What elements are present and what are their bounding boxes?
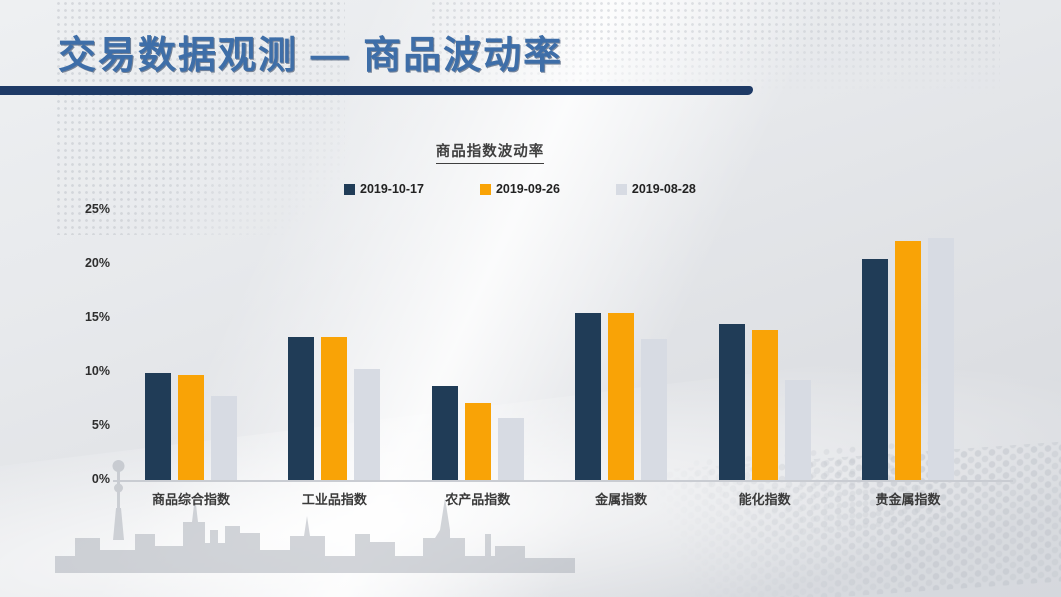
y-tick-label: 15% — [84, 310, 110, 324]
bar-能化指数-2019-10-17 — [718, 324, 745, 480]
bar-贵金属指数-2019-08-28 — [928, 238, 954, 480]
bar-贵金属指数-2019-09-26 — [895, 241, 921, 480]
x-category-label: 金属指数 — [595, 492, 648, 507]
legend-swatch — [615, 183, 627, 195]
page-title: 交易数据观测 — 商品波动率 — [58, 35, 564, 77]
bar-工业品指数-2019-08-28 — [354, 368, 381, 480]
x-axis-line — [113, 480, 1013, 482]
y-tick-label: 0% — [91, 472, 110, 486]
chart-title: 商品指数波动率 — [340, 140, 640, 164]
bar-金属指数-2019-09-26 — [608, 312, 635, 480]
legend-label: 2019-08-28 — [631, 182, 696, 196]
y-tick-label: 10% — [84, 364, 110, 378]
bar-工业品指数-2019-09-26 — [321, 337, 348, 480]
bar-农产品指数-2019-09-26 — [464, 403, 491, 480]
chart-legend: 2019-10-17 2019-09-26 2019-08-28 — [344, 182, 696, 196]
bar-商品综合指数-2019-09-26 — [178, 375, 204, 480]
legend-swatch — [479, 183, 491, 195]
bar-能化指数-2019-08-28 — [784, 379, 811, 480]
bar-商品综合指数-2019-08-28 — [211, 395, 237, 480]
x-category-label: 商品综合指数 — [151, 492, 230, 507]
x-category-label: 贵金属指数 — [875, 492, 941, 507]
y-tick-label: 20% — [84, 256, 110, 270]
bar-金属指数-2019-08-28 — [641, 338, 668, 480]
legend-swatch — [344, 183, 355, 195]
bar-农产品指数-2019-08-28 — [497, 418, 524, 480]
bar-工业品指数-2019-10-17 — [288, 337, 315, 480]
x-category-label: 工业品指数 — [301, 492, 367, 507]
bar-农产品指数-2019-10-17 — [431, 386, 458, 480]
bar-金属指数-2019-10-17 — [575, 312, 602, 480]
legend-label: 2019-09-26 — [495, 182, 560, 196]
title-underline-bar — [0, 86, 753, 95]
bar-贵金属指数-2019-10-17 — [862, 258, 888, 480]
bar-能化指数-2019-09-26 — [751, 329, 778, 480]
legend-item-2019-09-26: 2019-09-26 — [479, 182, 560, 196]
legend-label: 2019-10-17 — [360, 182, 424, 196]
y-tick-label: 25% — [84, 202, 110, 216]
x-category-label: 能化指数 — [738, 492, 791, 507]
bar-商品综合指数-2019-10-17 — [145, 373, 171, 480]
legend-item-2019-10-17: 2019-10-17 — [344, 182, 424, 196]
x-category-label: 农产品指数 — [445, 492, 511, 507]
y-tick-label: 5% — [91, 418, 110, 432]
legend-item-2019-08-28: 2019-08-28 — [615, 182, 696, 196]
